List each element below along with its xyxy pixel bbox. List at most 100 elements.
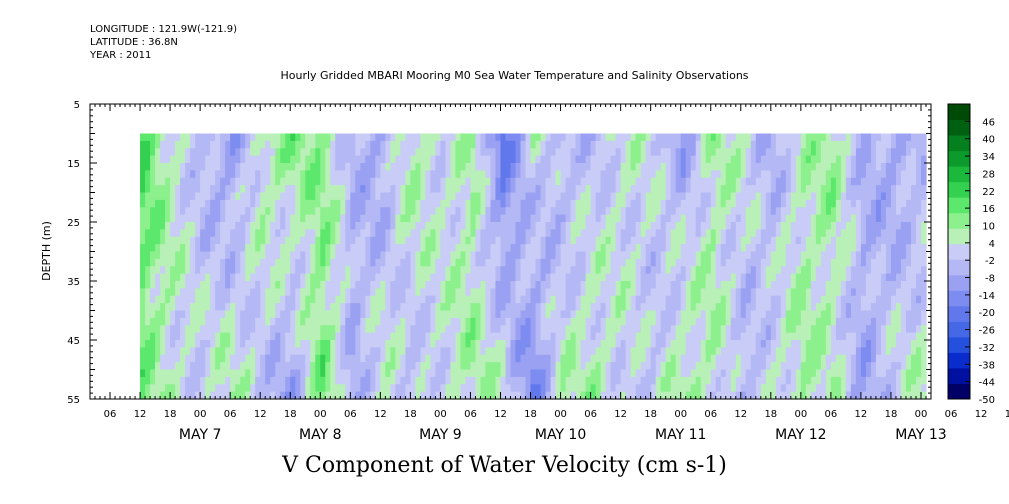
heat-cell (280, 133, 286, 142)
heat-cell (760, 192, 767, 201)
heat-cell (255, 281, 261, 289)
heat-cell (810, 222, 817, 230)
heat-cell (805, 362, 812, 371)
heat-cell (335, 266, 341, 275)
heat-cell (770, 391, 777, 400)
heat-cell (565, 310, 572, 319)
heat-cell (415, 384, 421, 393)
heat-cell (145, 266, 151, 275)
heat-cell (735, 325, 742, 334)
heat-cell (265, 362, 271, 371)
heat-cell (300, 340, 306, 348)
heat-cell (315, 236, 321, 245)
heat-cell (155, 163, 161, 171)
heat-cell (620, 332, 627, 341)
heat-cell (570, 244, 577, 253)
heat-cell (490, 273, 497, 282)
heat-cell (425, 332, 432, 341)
heat-cell (270, 133, 276, 142)
heat-cell (760, 340, 767, 348)
heat-cell (800, 362, 807, 371)
heat-cell (255, 140, 261, 149)
heat-cell (635, 170, 642, 179)
heat-cell (820, 148, 827, 157)
heat-cell (385, 258, 391, 267)
heat-cell (215, 317, 221, 326)
heat-cell (465, 244, 472, 253)
heat-cell (335, 192, 341, 201)
heat-cell (185, 140, 191, 149)
heat-cell (475, 295, 482, 304)
heat-cell (295, 317, 301, 326)
heat-cell (385, 362, 391, 371)
heat-cell (625, 222, 632, 230)
heat-cell (400, 310, 406, 319)
heat-cell (230, 295, 236, 304)
heat-cell (790, 295, 797, 304)
heat-cell (360, 325, 366, 334)
heat-cell (790, 170, 797, 179)
heat-cell (150, 273, 156, 282)
heat-cell (415, 325, 421, 334)
heat-cell (200, 273, 206, 282)
heat-cell (280, 347, 286, 356)
heat-cell (690, 317, 697, 326)
heat-cell (175, 199, 181, 208)
heat-cell (795, 199, 802, 208)
heat-cell (240, 207, 246, 216)
heat-cell (595, 273, 602, 282)
heat-cell (610, 376, 617, 385)
heat-cell (480, 325, 487, 334)
heat-cell (690, 332, 697, 341)
heat-cell (805, 177, 812, 186)
heat-cell (730, 251, 737, 260)
heat-cell (165, 244, 171, 253)
heat-cell (645, 391, 652, 400)
heat-cell (550, 140, 557, 149)
heat-cell (315, 140, 321, 149)
heat-cell (385, 170, 391, 179)
heat-cell (530, 303, 537, 312)
heat-cell (555, 192, 562, 201)
heat-cell (395, 258, 401, 267)
heat-cell (695, 332, 702, 341)
heat-cell (615, 281, 622, 289)
heat-cell (400, 354, 406, 363)
heat-cell (805, 273, 812, 282)
heat-cell (680, 288, 687, 297)
heat-cell (500, 199, 507, 208)
heat-cell (320, 236, 326, 245)
heat-cell (605, 384, 612, 393)
heat-cell (190, 288, 196, 297)
heat-cell (160, 258, 166, 267)
heat-cell (400, 133, 406, 142)
heat-cell (220, 236, 226, 245)
heat-cell (250, 244, 256, 253)
heat-cell (760, 236, 767, 245)
heat-cell (810, 148, 817, 157)
heat-cell (145, 236, 151, 245)
heat-cell (765, 148, 772, 157)
heat-cell (250, 266, 256, 275)
heat-cell (580, 273, 587, 282)
heat-cell (675, 369, 682, 378)
heat-cell (695, 288, 702, 297)
heat-cell (680, 251, 687, 260)
heat-cell (430, 236, 437, 245)
heat-cell (545, 369, 552, 378)
heat-cell (725, 155, 732, 164)
heat-cell (310, 251, 316, 260)
heat-cell (205, 258, 211, 267)
heat-cell (355, 391, 361, 400)
heat-cell (755, 177, 762, 186)
heat-cell (185, 170, 191, 179)
heat-cell (460, 192, 467, 201)
heat-cell (200, 288, 206, 297)
heat-cell (325, 391, 331, 400)
heat-cell (400, 325, 406, 334)
heat-cell (230, 258, 236, 267)
heat-cell (565, 266, 572, 275)
heat-cell (555, 229, 562, 238)
heat-cell (335, 273, 341, 282)
heat-cell (630, 207, 637, 216)
